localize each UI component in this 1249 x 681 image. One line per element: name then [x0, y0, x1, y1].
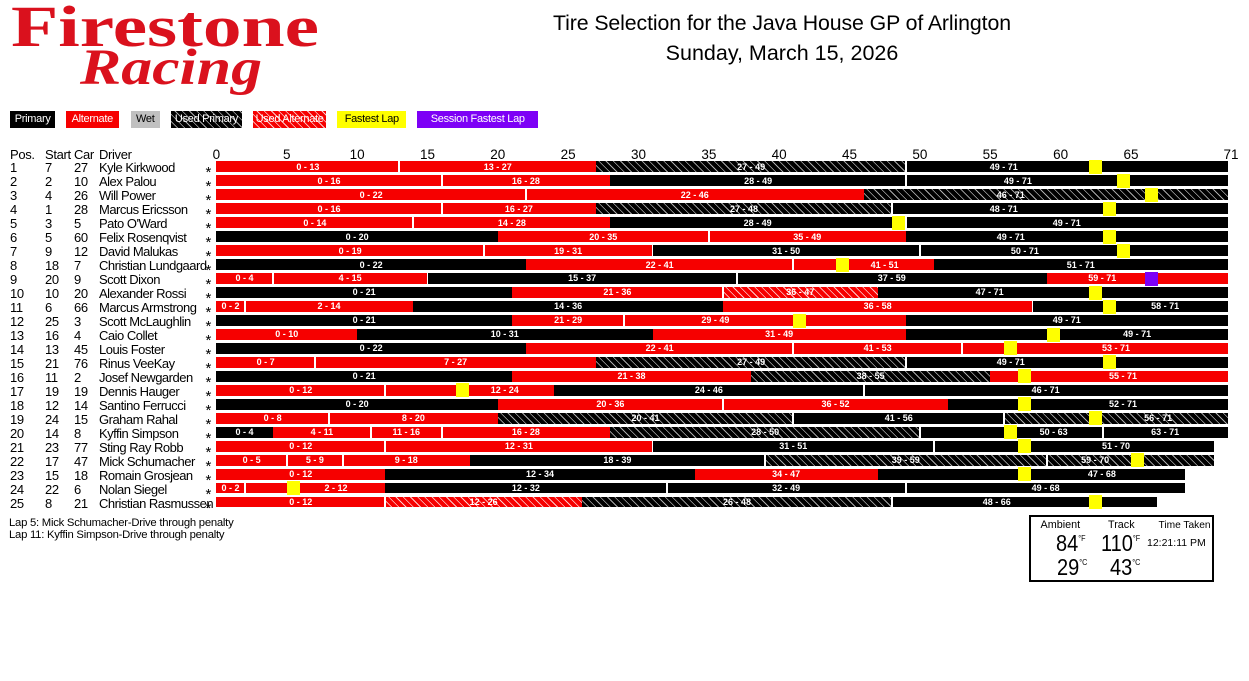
- svg-text:Racing: Racing: [79, 40, 262, 96]
- svg-text:Firestone: Firestone: [11, 0, 319, 59]
